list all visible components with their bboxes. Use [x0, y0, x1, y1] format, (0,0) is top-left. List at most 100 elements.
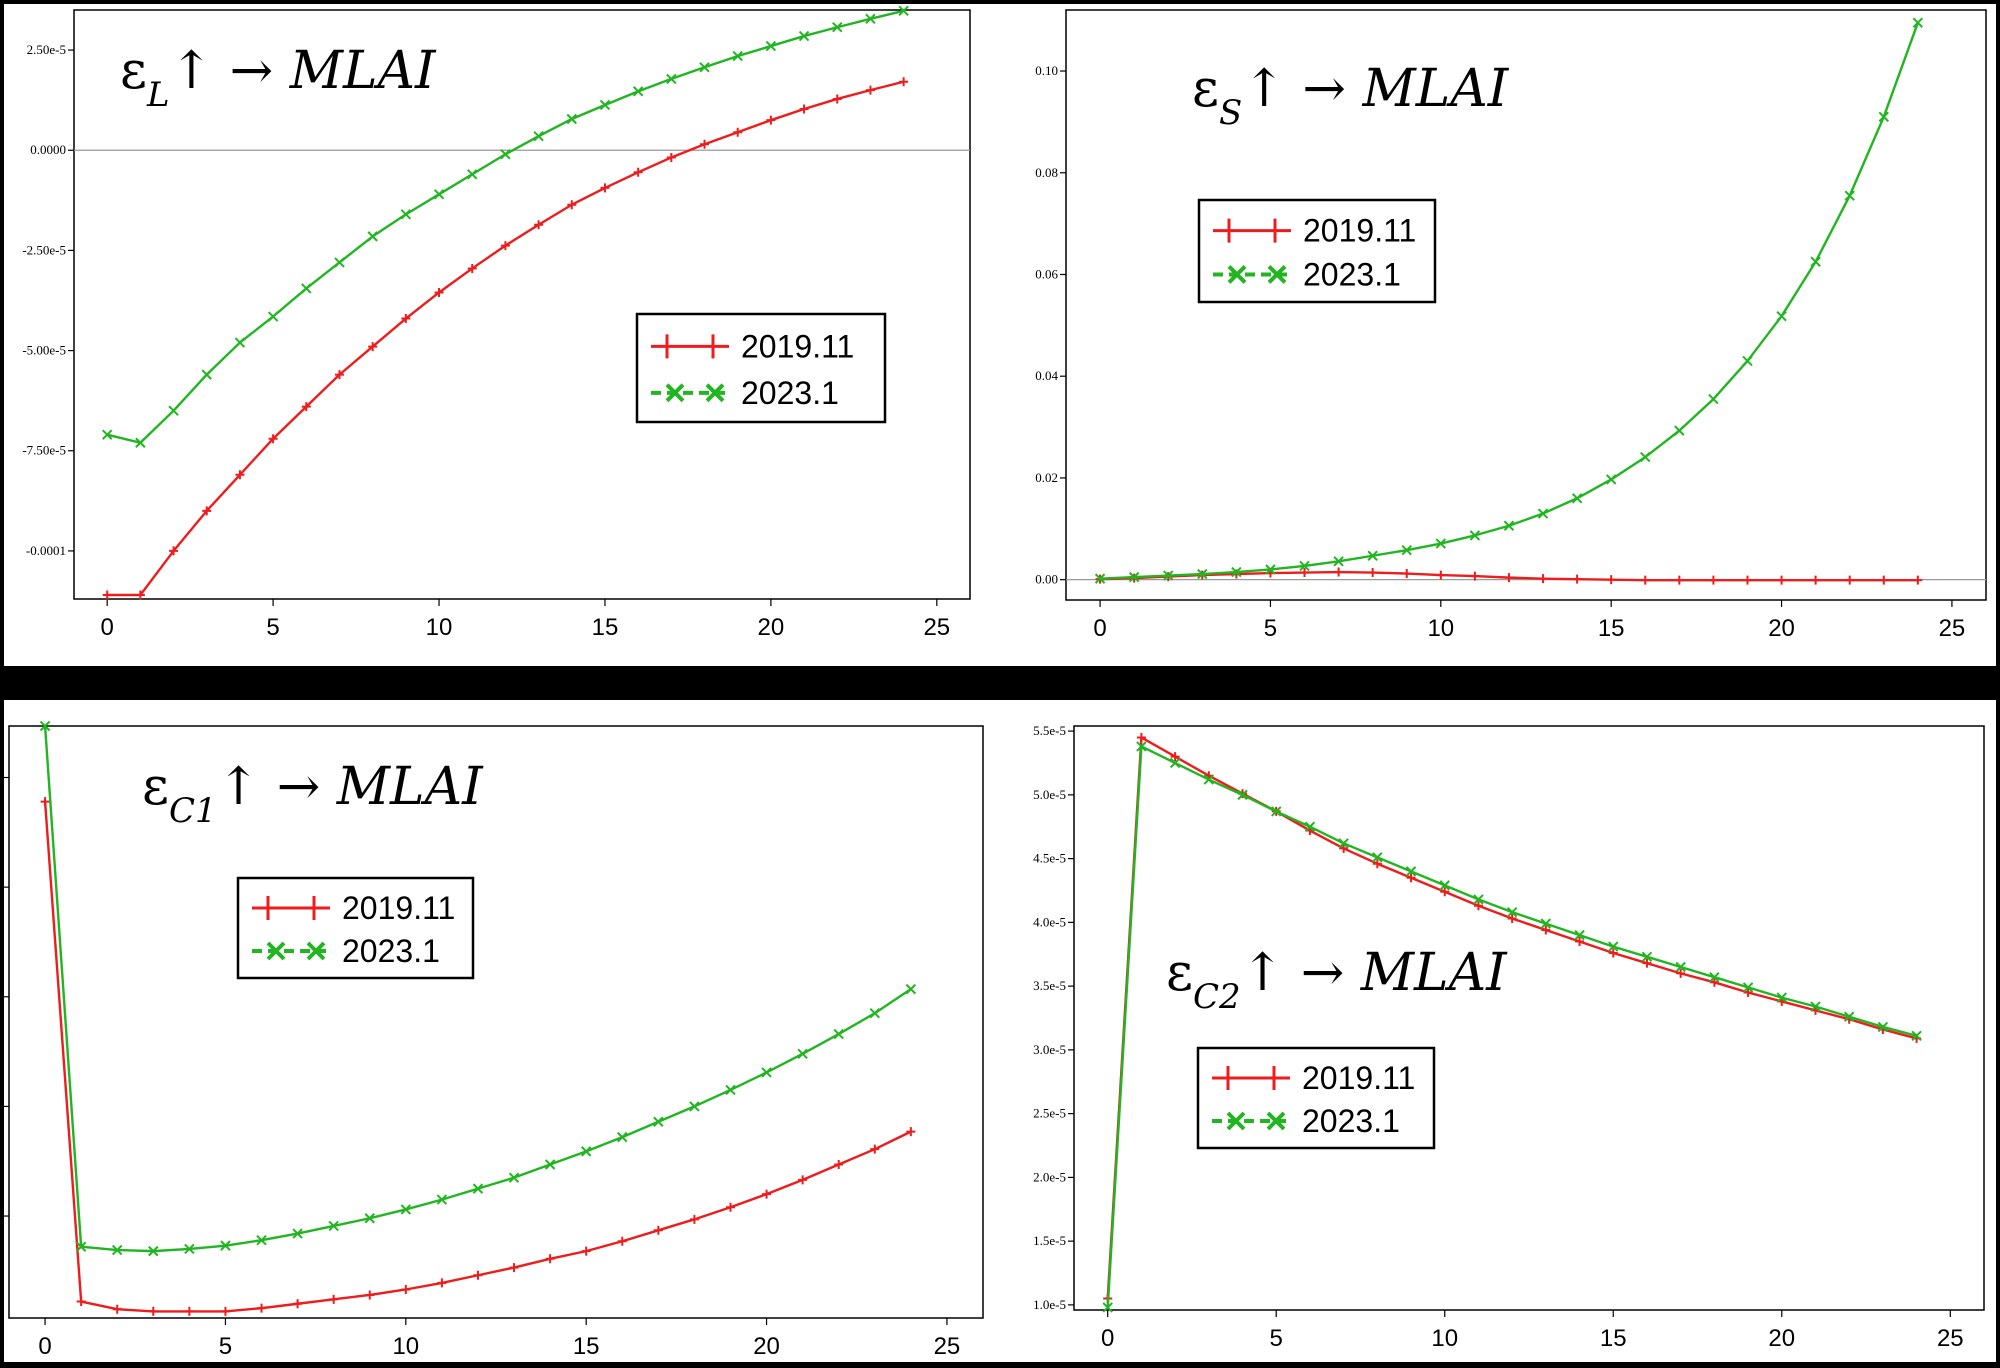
data-point-2019.11 — [1538, 574, 1548, 584]
y-tick-label: 1.0e-5 — [1033, 1297, 1066, 1312]
title-epsilon: ε — [1192, 59, 1219, 119]
legend-label: 2019.11 — [1303, 213, 1416, 249]
data-point-2023.1 — [1571, 493, 1583, 504]
data-point-2023.1 — [732, 50, 743, 62]
data-point-2019.11 — [467, 263, 477, 273]
data-point-2019.11 — [135, 590, 145, 600]
legend-label: 2019.11 — [741, 328, 854, 364]
y-tick-label: 0.10 — [1035, 63, 1058, 78]
y-tick-label: -5.00e-5 — [22, 343, 66, 358]
data-point-2023.1 — [869, 1008, 880, 1019]
data-point-2019.11 — [1300, 568, 1310, 578]
panel-background — [4, 700, 1004, 1362]
chart-panel-2: 0.10 0.08 0.06 0.04 0.02 0.00 0 5 10 15 20 25 εS↑ → … — [1004, 4, 1996, 666]
data-point-2023.1 — [898, 5, 909, 17]
x-tick-label: 15 — [592, 614, 619, 641]
data-point-2019.11 — [1742, 575, 1752, 585]
data-point-2023.1 — [301, 283, 312, 294]
data-point-2023.1 — [1372, 852, 1383, 863]
data-point-2023.1 — [234, 337, 246, 348]
title-rest: ↑ → MLAI — [170, 41, 438, 101]
data-point-2019.11 — [1406, 873, 1416, 883]
data-point-2023.1 — [865, 13, 876, 25]
data-point-2019.11 — [365, 1290, 375, 1300]
data-point-2019.11 — [102, 590, 112, 600]
data-point-2019.11 — [112, 1304, 122, 1314]
charts-group: 2.50e-50.0000-2.50e-5-5.00e-5-7.50e-5-0.… — [0, 4, 1996, 1362]
y-tick-label: -0.00012 — [0, 879, 1, 894]
title-epsilon: ε — [120, 41, 147, 101]
data-point-2023.1 — [1912, 17, 1924, 28]
plot-frame — [1073, 725, 1985, 1311]
data-point-2023.1 — [1742, 355, 1753, 367]
x-tick-label: 10 — [426, 614, 453, 641]
data-point-2019.11 — [329, 1294, 339, 1304]
y-tick-label: 1.5e-5 — [1033, 1233, 1066, 1248]
data-point-2019.11 — [293, 1299, 303, 1309]
data-point-2023.1 — [433, 189, 445, 200]
data-point-2023.1 — [1304, 821, 1316, 832]
data-point-2019.11 — [1606, 575, 1616, 585]
chart-title: εC2↑ → MLAI — [1166, 943, 1508, 1017]
data-point-2023.1 — [334, 257, 345, 268]
data-point-2023.1 — [1709, 971, 1720, 983]
data-point-2023.1 — [1878, 111, 1889, 123]
data-point-2019.11 — [1440, 887, 1450, 897]
chart-panel-1: 2.50e-5 0.0000 -2.50e-5 -5.00e-5 -7.50e-5 -0.… — [4, 4, 1004, 666]
data-point-2019.11 — [1811, 575, 1821, 585]
data-point-2019.11 — [725, 1202, 735, 1212]
data-point-2023.1 — [467, 169, 478, 180]
data-point-2019.11 — [169, 546, 179, 556]
data-point-2023.1 — [1674, 425, 1685, 436]
data-point-2019.11 — [148, 1306, 158, 1316]
y-tick-label: 0.00 — [1035, 572, 1058, 587]
data-point-2019.11 — [1676, 968, 1686, 978]
data-point-2019.11 — [545, 1254, 555, 1264]
y-tick-label: -2.50e-5 — [22, 242, 66, 257]
data-point-2023.1 — [1299, 560, 1310, 572]
legend: 2019.11 2023.1 — [1196, 1046, 1436, 1150]
data-point-2019.11 — [76, 1297, 86, 1307]
x-tick-label: 25 — [1937, 1325, 1964, 1352]
title-subscript: L — [146, 75, 170, 115]
x-tick-label: 20 — [753, 1333, 780, 1360]
chart-title: εC1↑ → MLAI — [142, 757, 484, 831]
data-point-2019.11 — [1507, 914, 1517, 924]
x-tick-label: 0 — [38, 1333, 51, 1360]
x-tick-label: 0 — [101, 614, 114, 641]
data-point-2023.1 — [1844, 190, 1855, 201]
data-point-2023.1 — [544, 1159, 556, 1170]
data-point-2019.11 — [870, 1144, 880, 1154]
y-tick-label: 0.06 — [1035, 266, 1058, 281]
data-point-2023.1 — [1810, 256, 1821, 267]
legend-label: 2019.11 — [342, 890, 455, 926]
x-tick-label: 20 — [1768, 615, 1795, 642]
data-point-2019.11 — [1402, 569, 1412, 579]
data-point-2023.1 — [201, 369, 212, 380]
data-point-2023.1 — [617, 1131, 628, 1143]
legend: 2019.11 2023.1 — [635, 312, 887, 424]
data-point-2023.1 — [1540, 918, 1552, 929]
x-tick-label: 20 — [758, 614, 785, 641]
data-point-2019.11 — [581, 1246, 591, 1256]
data-point-2019.11 — [184, 1306, 194, 1316]
data-point-2023.1 — [1473, 894, 1484, 905]
data-point-2023.1 — [75, 1241, 87, 1252]
data-point-2019.11 — [1777, 575, 1787, 585]
data-point-2019.11 — [202, 506, 212, 516]
data-point-2023.1 — [1843, 1011, 1855, 1022]
y-tick-label: -0.00015 — [0, 1208, 1, 1223]
data-point-2023.1 — [1439, 880, 1450, 891]
data-point-2023.1 — [566, 113, 577, 125]
title-subscript: S — [1219, 93, 1242, 133]
data-point-2023.1 — [1163, 570, 1174, 581]
data-point-2019.11 — [1640, 575, 1650, 585]
data-point-2019.11 — [865, 85, 875, 95]
data-point-2019.11 — [1339, 843, 1349, 853]
y-tick-label: -0.00014 — [0, 1098, 1, 1113]
data-point-2023.1 — [1136, 741, 1147, 752]
data-point-2023.1 — [500, 149, 511, 160]
plot-frame — [1065, 9, 1987, 601]
data-point-2019.11 — [1913, 575, 1923, 585]
